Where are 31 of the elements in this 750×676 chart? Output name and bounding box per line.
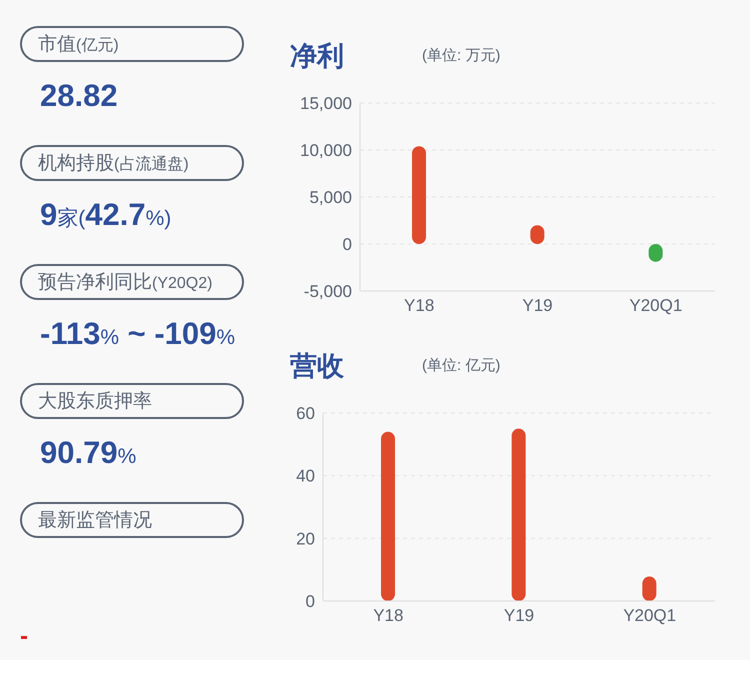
y-tick-label: 40 [296, 466, 315, 486]
x-tick-label: Y19 [522, 296, 553, 316]
text: 28.82 [40, 78, 118, 113]
x-tick-label: Y20Q1 [629, 296, 682, 316]
text: 90.79% [40, 435, 136, 470]
y-tick-label: 60 [296, 404, 315, 424]
chart-title: 净利 [290, 40, 344, 73]
chart-subtitle: (单位: 万元) [422, 46, 500, 65]
text: 9家(42.7%) [40, 197, 172, 232]
bar [381, 432, 395, 601]
bar [512, 428, 526, 601]
text: -113% ~ -109% [40, 316, 236, 351]
y-tick-label: 10,000 [300, 141, 352, 160]
text: 机构持股(占流通盘) [38, 153, 189, 174]
x-tick-label: Y20Q1 [623, 606, 676, 626]
x-tick-label: Y19 [504, 606, 534, 626]
x-tick-label: Y18 [404, 296, 434, 316]
x-tick-label: Y18 [373, 606, 404, 626]
y-tick-label: -5,000 [304, 282, 352, 302]
text: 预告净利同比(Y20Q2) [38, 272, 212, 293]
y-tick-label: 0 [342, 235, 352, 254]
y-tick-label: 5,000 [309, 188, 352, 208]
chart-title: 营收 [290, 350, 344, 383]
y-tick-label: 0 [306, 592, 315, 612]
chart-subtitle: (单位: 亿元) [422, 356, 500, 375]
text: 大股东质押率 [38, 391, 152, 412]
bar [412, 146, 426, 244]
y-tick-label: 15,000 [300, 94, 352, 114]
text: 市值(亿元) [38, 34, 119, 55]
text: 最新监管情况 [38, 510, 152, 531]
y-tick-label: 20 [296, 529, 315, 548]
